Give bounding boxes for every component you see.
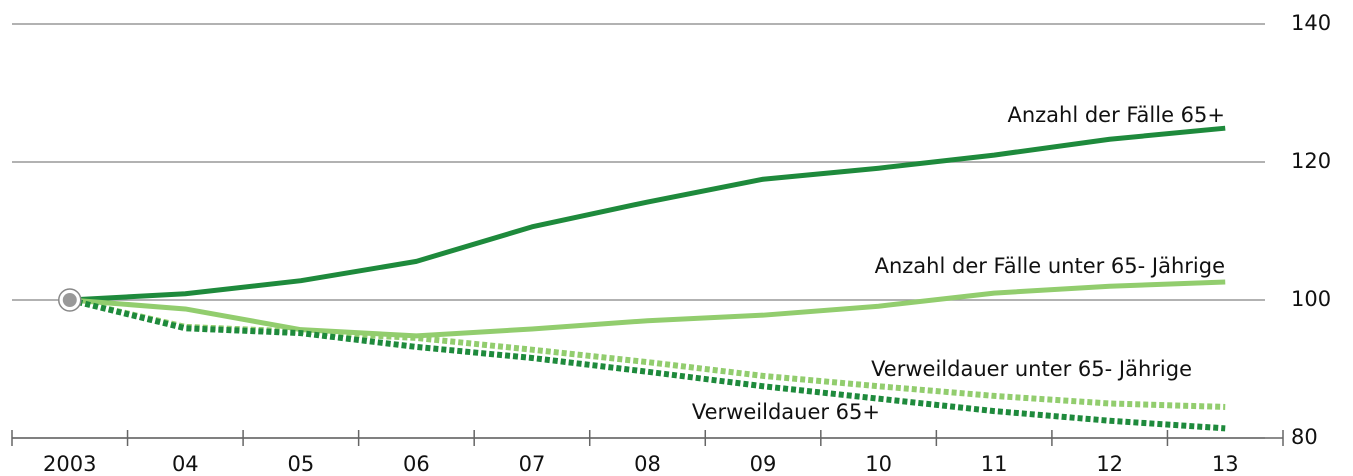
y-tick-label: 140: [1291, 11, 1331, 35]
x-tick-label: 10: [865, 452, 892, 476]
x-tick-label: 07: [519, 452, 546, 476]
x-tick-label: 08: [634, 452, 661, 476]
series-line: [69, 297, 1226, 410]
start-marker: [62, 293, 77, 307]
series-label: Anzahl der Fälle unter 65- Jährige: [875, 254, 1225, 278]
x-tick-label: 13: [1212, 452, 1239, 476]
x-tick-label: 2003: [43, 452, 96, 476]
x-tick-label: 12: [1096, 452, 1123, 476]
series-line: [69, 297, 1226, 432]
x-tick-label: 09: [750, 452, 777, 476]
x-tick-label: 04: [172, 452, 199, 476]
y-tick-label: 100: [1291, 287, 1331, 311]
series-label: Verweildauer 65+: [692, 400, 880, 424]
series-line: [69, 279, 1226, 339]
x-tick-label: 05: [287, 452, 314, 476]
y-tick-label: 80: [1291, 425, 1318, 449]
series-label: Verweildauer unter 65- Jährige: [871, 357, 1192, 381]
y-tick-label: 120: [1291, 149, 1331, 173]
x-tick-label: 06: [403, 452, 430, 476]
series-line: [69, 125, 1226, 303]
series-label: Anzahl der Fälle 65+: [1007, 103, 1225, 127]
x-tick-label: 11: [981, 452, 1008, 476]
